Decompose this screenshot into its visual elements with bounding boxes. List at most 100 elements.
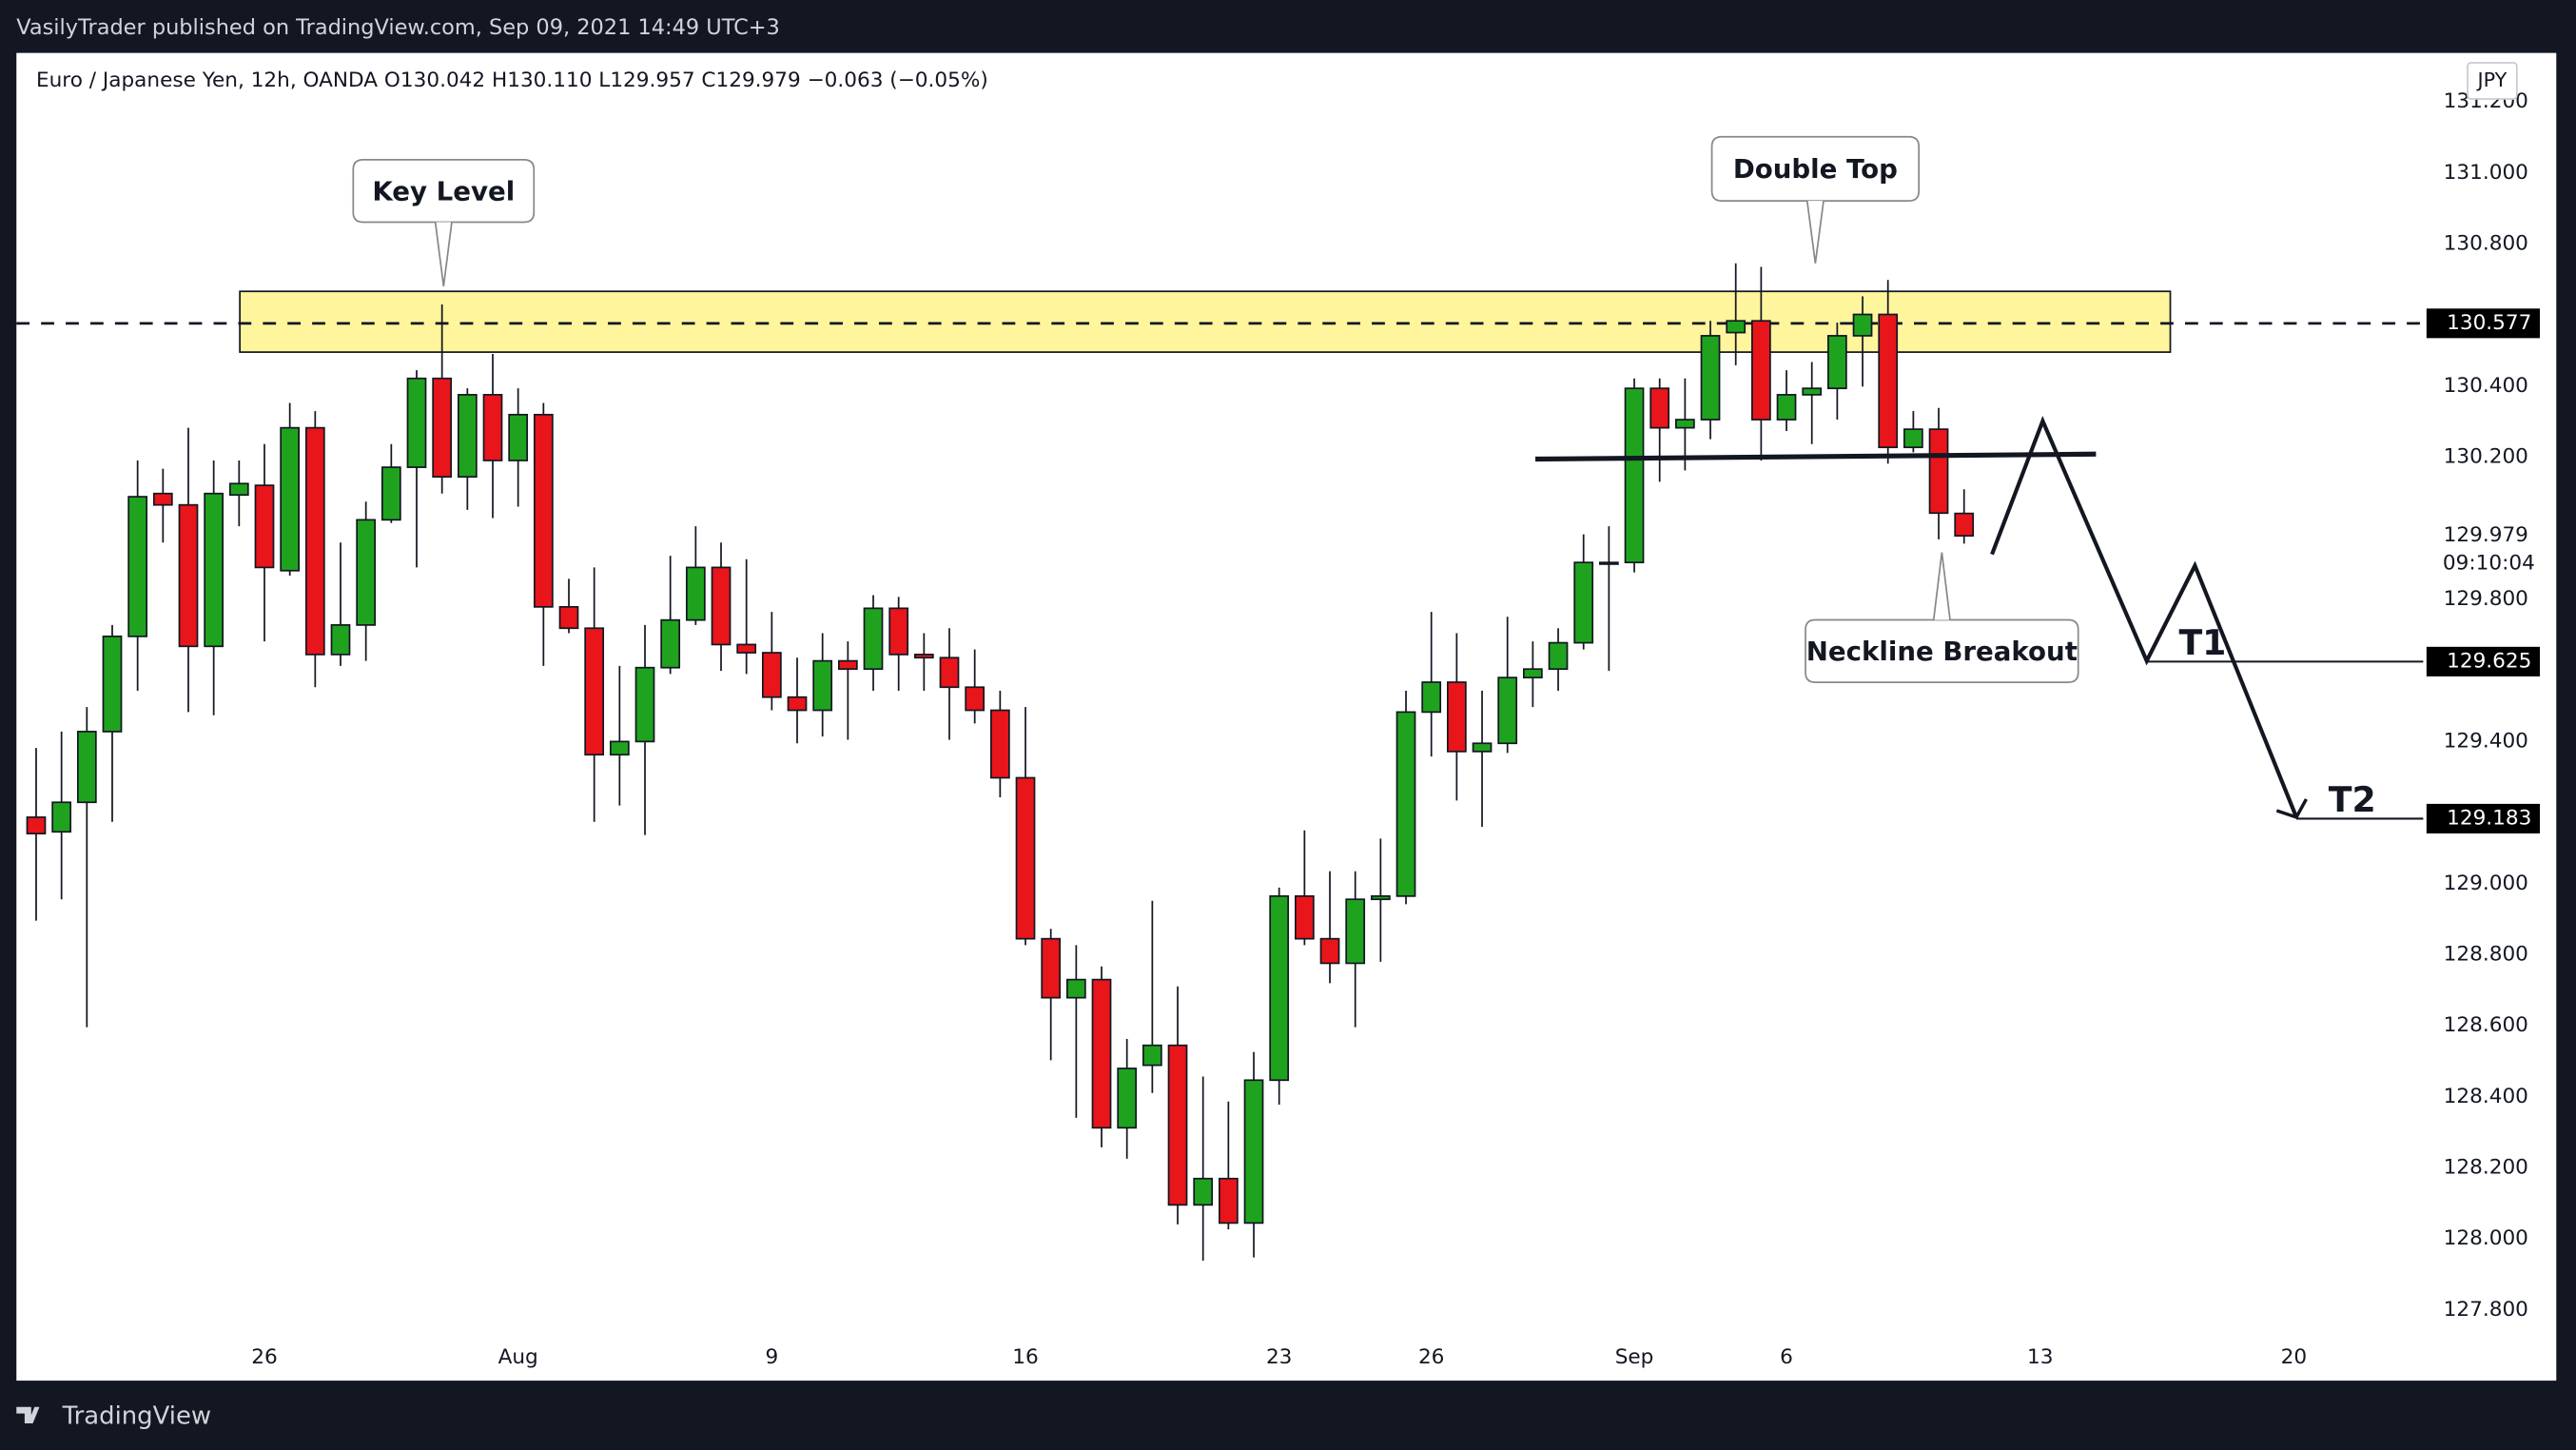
candle-body xyxy=(1243,1079,1264,1225)
candle-body xyxy=(609,740,630,756)
x-tick-label: 20 xyxy=(2281,1345,2307,1369)
callout-pointer xyxy=(434,222,453,286)
callout-label: Double Top xyxy=(1733,153,1898,185)
candle-body xyxy=(1497,676,1518,745)
x-tick-label: 26 xyxy=(1418,1345,1444,1369)
callout: Double Top xyxy=(1710,135,1921,264)
candle-body xyxy=(1928,428,1949,515)
price-tag xyxy=(2426,646,2541,676)
candle-body xyxy=(1218,1177,1239,1225)
currency-box[interactable] xyxy=(2467,62,2518,100)
candle-body xyxy=(356,519,377,626)
candle-body xyxy=(1446,681,1467,753)
candle-body xyxy=(812,659,833,712)
x-tick-label: 9 xyxy=(765,1345,778,1369)
candle-body xyxy=(1041,937,1062,999)
candle-body xyxy=(508,413,529,461)
candle-body xyxy=(1091,978,1112,1129)
candle-body xyxy=(457,394,478,479)
last-price: 129.979 xyxy=(2444,523,2528,547)
candle-body xyxy=(1117,1068,1138,1129)
callout: Neckline Breakout xyxy=(1805,552,2079,683)
candle-body xyxy=(1599,561,1619,565)
candle-body xyxy=(634,666,655,743)
candle-body xyxy=(152,492,173,506)
candle-body xyxy=(660,618,681,669)
candle-body xyxy=(837,659,858,671)
candle-body xyxy=(127,496,148,637)
candle-body xyxy=(913,654,934,659)
neckline xyxy=(1535,451,2097,462)
x-tick-label: 26 xyxy=(251,1345,277,1369)
candle-body xyxy=(1954,512,1975,538)
candle-body xyxy=(1649,387,1670,429)
candle-body xyxy=(304,426,325,656)
y-tick-label: 128.200 xyxy=(2444,1156,2528,1180)
candle-body xyxy=(533,413,554,608)
candle-body xyxy=(482,394,503,461)
candle-body xyxy=(1878,313,1899,449)
candle-body xyxy=(1802,387,1823,396)
currency[interactable]: JPY xyxy=(2476,69,2508,91)
candle-body xyxy=(254,484,275,569)
candle-body xyxy=(432,377,453,479)
y-tick-label: 130.200 xyxy=(2444,445,2528,469)
candle-body xyxy=(863,607,884,671)
candle-body xyxy=(939,656,960,689)
y-tick-label: 127.800 xyxy=(2444,1298,2528,1322)
candle-body xyxy=(989,709,1010,779)
candle-body xyxy=(1700,335,1721,421)
x-tick-label: Aug xyxy=(498,1345,538,1369)
y-tick-label: 130.400 xyxy=(2444,374,2528,398)
candle-body xyxy=(280,426,301,572)
y-tick-label: 130.800 xyxy=(2444,232,2528,256)
candle-body xyxy=(1472,742,1493,753)
y-tick-label: 128.000 xyxy=(2444,1226,2528,1250)
target-label: T2 xyxy=(2329,779,2376,820)
logo-mark xyxy=(16,1406,40,1423)
callout-pointer xyxy=(1932,552,1951,620)
candle-body xyxy=(26,816,47,834)
callout-box xyxy=(352,159,536,224)
y-tick-label: 129.400 xyxy=(2444,729,2528,753)
target-label: T1 xyxy=(2178,622,2226,663)
countdown: 09:10:04 xyxy=(2443,552,2535,576)
candle-body xyxy=(1167,1044,1188,1206)
candle-body xyxy=(1624,387,1645,564)
candle-body xyxy=(1015,776,1036,940)
x-tick-label: 0 xyxy=(4,1345,17,1369)
logo: TradingView xyxy=(16,1402,211,1431)
candle-body xyxy=(1269,894,1290,1082)
callout-label: Key Level xyxy=(372,175,515,206)
candle-body xyxy=(1523,668,1543,679)
candle-body xyxy=(1421,681,1442,714)
candle-body xyxy=(1675,419,1695,429)
candle-body xyxy=(76,731,97,804)
x-tick-label: 16 xyxy=(1012,1345,1038,1369)
callout-box xyxy=(1805,618,2079,683)
candle-body xyxy=(1852,313,1873,337)
candle-body xyxy=(1726,320,1747,334)
y-tick-label: 129.000 xyxy=(2444,872,2528,895)
callout-label: Neckline Breakout xyxy=(1806,636,2078,667)
price-tag-label: 130.577 xyxy=(2447,311,2531,335)
publish-note: VasilyTrader published on TradingView.co… xyxy=(16,15,780,40)
candle-body xyxy=(1548,641,1569,671)
candle-body xyxy=(204,492,224,648)
y-tick-label: 128.600 xyxy=(2444,1013,2528,1037)
candle-body xyxy=(102,635,123,733)
callout-pointer xyxy=(1805,200,1825,264)
candle-body xyxy=(1294,894,1315,940)
brand: TradingView xyxy=(62,1402,211,1431)
candle-body xyxy=(711,566,732,646)
price-tag-label: 129.183 xyxy=(2447,806,2531,830)
candle-body xyxy=(965,686,986,712)
candle-body xyxy=(558,605,579,630)
callout-box xyxy=(1710,135,1921,202)
candle-body xyxy=(685,566,706,621)
x-tick-label: Sep xyxy=(1615,1345,1654,1369)
y-tick-label: 131.000 xyxy=(2444,161,2528,185)
symbol-line: Euro / Japanese Yen, 12h, OANDA O130.042… xyxy=(36,69,988,92)
arrow-head xyxy=(2275,798,2308,820)
